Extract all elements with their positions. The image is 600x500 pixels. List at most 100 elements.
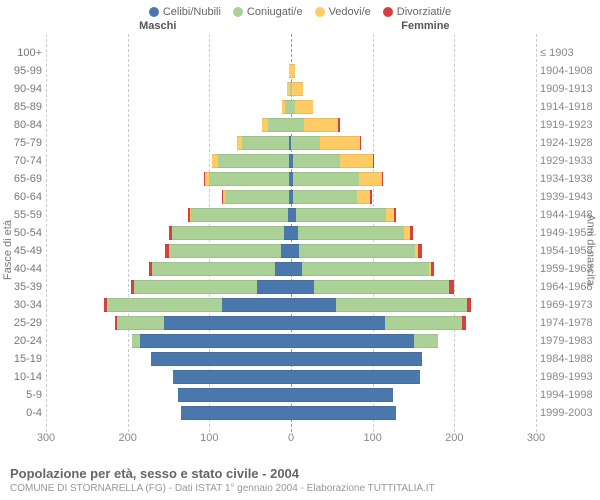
age-label: 35-39 — [0, 278, 42, 296]
x-tick: 100 — [200, 432, 218, 444]
bar-male — [151, 352, 291, 366]
bar-male — [212, 154, 291, 168]
age-row: 100+≤ 1903 — [46, 44, 536, 62]
bar-segment — [169, 244, 282, 258]
age-label: 75-79 — [0, 134, 42, 152]
age-label: 85-89 — [0, 98, 42, 116]
bar-segment — [394, 208, 396, 222]
bar-segment — [299, 244, 415, 258]
bar-segment — [181, 406, 291, 420]
bar-segment — [336, 298, 467, 312]
bar-female — [291, 226, 413, 240]
age-label: 15-19 — [0, 350, 42, 368]
bar-segment — [291, 388, 393, 402]
birth-year-label: 1994-1998 — [540, 386, 600, 404]
bar-segment — [152, 262, 275, 276]
bar-segment — [385, 316, 463, 330]
bar-male — [104, 298, 291, 312]
age-row: 70-741929-1933 — [46, 152, 536, 170]
bar-segment — [291, 334, 414, 348]
age-row: 85-891914-1918 — [46, 98, 536, 116]
bar-male — [237, 136, 291, 150]
column-headers: Maschi Femmine — [0, 20, 600, 34]
bar-segment — [291, 244, 299, 258]
bar-female — [291, 64, 295, 78]
age-label: 45-49 — [0, 242, 42, 260]
legend-label: Coniugati/e — [247, 6, 303, 18]
x-tick: 0 — [288, 432, 294, 444]
birth-year-label: 1924-1928 — [540, 134, 600, 152]
bar-segment — [418, 244, 421, 258]
bar-female — [291, 370, 420, 384]
birth-year-label: 1909-1913 — [540, 80, 600, 98]
bar-segment — [291, 352, 422, 366]
age-row: 60-641939-1943 — [46, 188, 536, 206]
x-tick: 300 — [527, 432, 545, 444]
bar-segment — [338, 118, 340, 132]
bar-segment — [382, 172, 384, 186]
bar-female — [291, 316, 466, 330]
bar-segment — [191, 208, 287, 222]
bar-segment — [340, 154, 373, 168]
bar-male — [222, 190, 291, 204]
legend-swatch — [383, 7, 393, 17]
bar-segment — [117, 316, 164, 330]
age-row: 0-41999-2003 — [46, 404, 536, 422]
bar-male — [169, 226, 291, 240]
bar-segment — [370, 190, 372, 204]
age-label: 5-9 — [0, 386, 42, 404]
bar-female — [291, 100, 313, 114]
birth-year-label: 1914-1918 — [540, 98, 600, 116]
bar-segment — [132, 334, 140, 348]
age-row: 95-991904-1908 — [46, 62, 536, 80]
age-row: 5-91994-1998 — [46, 386, 536, 404]
birth-year-label: 1949-1953 — [540, 224, 600, 242]
bar-segment — [298, 226, 404, 240]
bar-female — [291, 352, 422, 366]
bar-female — [291, 190, 372, 204]
age-row: 80-841919-1923 — [46, 116, 536, 134]
bar-segment — [302, 262, 429, 276]
grid-line — [536, 34, 537, 432]
birth-year-label: 1929-1933 — [540, 152, 600, 170]
age-label: 70-74 — [0, 152, 42, 170]
bar-segment — [291, 118, 304, 132]
bar-segment — [449, 280, 454, 294]
birth-year-label: 1919-1923 — [540, 116, 600, 134]
age-row: 15-191984-1988 — [46, 350, 536, 368]
bar-segment — [281, 244, 291, 258]
birth-year-label: 1964-1968 — [540, 278, 600, 296]
legend-item: Divorziati/e — [383, 6, 451, 18]
birth-year-label: 1939-1943 — [540, 188, 600, 206]
bar-male — [115, 316, 291, 330]
age-row: 10-141989-1993 — [46, 368, 536, 386]
bar-segment — [218, 154, 290, 168]
legend-item: Celibi/Nubili — [149, 6, 221, 18]
population-pyramid-chart: Celibi/NubiliConiugati/eVedovi/eDivorzia… — [0, 0, 600, 500]
bar-segment — [172, 226, 285, 240]
age-label: 30-34 — [0, 296, 42, 314]
bar-segment — [275, 262, 291, 276]
bar-male — [262, 118, 291, 132]
age-label: 90-94 — [0, 80, 42, 98]
bar-segment — [293, 154, 340, 168]
bar-female — [291, 334, 438, 348]
bar-segment — [360, 136, 362, 150]
age-label: 10-14 — [0, 368, 42, 386]
bar-segment — [293, 172, 358, 186]
legend: Celibi/NubiliConiugati/eVedovi/eDivorzia… — [0, 0, 600, 20]
age-row: 90-941909-1913 — [46, 80, 536, 98]
legend-swatch — [233, 7, 243, 17]
bar-segment — [320, 136, 359, 150]
bar-segment — [291, 280, 314, 294]
bar-segment — [291, 64, 295, 78]
bar-segment — [414, 334, 439, 348]
bar-segment — [293, 190, 357, 204]
bar-female — [291, 406, 396, 420]
bar-segment — [410, 226, 413, 240]
age-row: 30-341969-1973 — [46, 296, 536, 314]
legend-item: Coniugati/e — [233, 6, 303, 18]
x-tick: 300 — [37, 432, 55, 444]
age-label: 65-69 — [0, 170, 42, 188]
bar-segment — [257, 280, 291, 294]
